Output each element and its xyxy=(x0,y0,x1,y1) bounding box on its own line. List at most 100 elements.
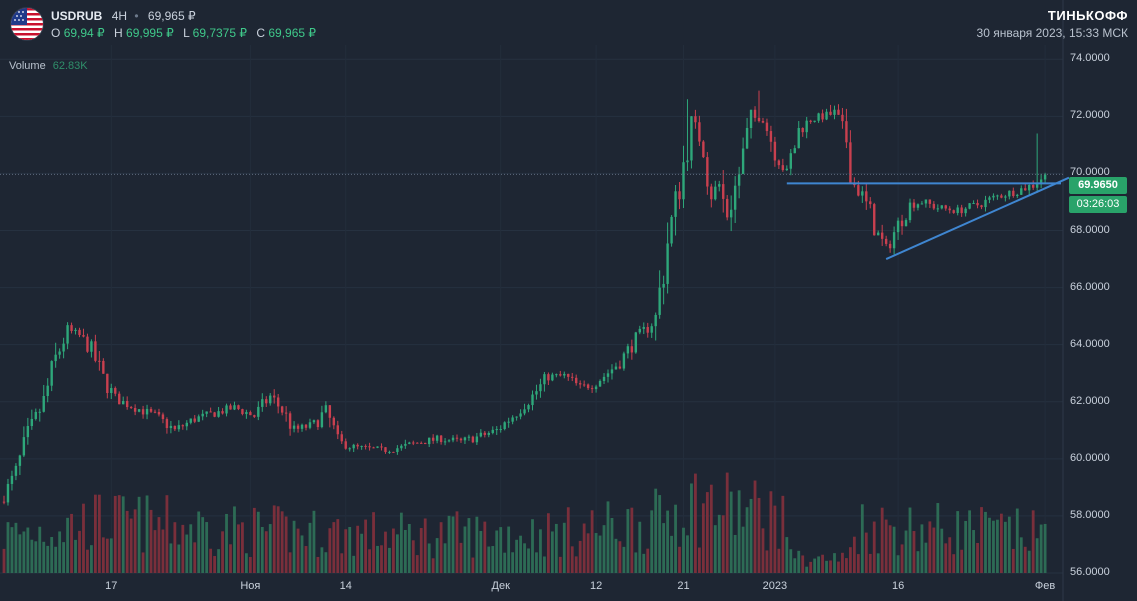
volume-bar xyxy=(499,527,503,573)
candle-body xyxy=(968,203,971,209)
volume-bar xyxy=(431,558,435,573)
candle-body xyxy=(523,409,526,414)
volume-bar xyxy=(841,552,844,573)
candle-body xyxy=(388,451,391,453)
volume-bar xyxy=(503,552,507,573)
volume-bar xyxy=(177,544,181,573)
candle-body xyxy=(316,420,320,428)
candle-body xyxy=(912,202,916,208)
volume-bar xyxy=(757,497,761,573)
volume-bar xyxy=(388,547,391,573)
volume-bar xyxy=(634,552,638,573)
volume-bar xyxy=(837,561,840,573)
volume-bar xyxy=(519,535,522,573)
symbol-row: USDRUB 4H • 69,965 ₽ xyxy=(51,9,196,23)
candle-body xyxy=(14,465,18,476)
volume-bar xyxy=(956,511,960,573)
candle-body xyxy=(114,388,117,394)
volume-bar xyxy=(948,537,952,573)
volume-bar xyxy=(546,513,550,573)
volume-bar xyxy=(455,511,459,573)
volume-bar xyxy=(801,555,805,573)
timeframe[interactable]: 4H xyxy=(111,9,128,23)
volume-bar xyxy=(1011,548,1015,573)
candle-body xyxy=(58,351,61,355)
candle-body xyxy=(638,328,641,333)
volume-bar xyxy=(292,520,296,573)
volume-bar xyxy=(264,531,268,573)
candle-body xyxy=(869,201,872,205)
volume-bar xyxy=(737,490,741,573)
volume-bar xyxy=(944,543,948,573)
candle-body xyxy=(706,157,709,187)
volume-bar xyxy=(900,544,904,573)
candle-body xyxy=(940,205,943,209)
candle-body xyxy=(443,441,447,443)
volume-bar xyxy=(527,548,530,573)
candle-body xyxy=(201,413,204,417)
volume-bar xyxy=(992,520,995,573)
candle-body xyxy=(658,287,661,315)
volume-bar xyxy=(550,531,554,573)
volume-bar xyxy=(288,552,292,573)
volume-bar xyxy=(252,507,256,573)
candle-body xyxy=(265,399,268,404)
x-tick-label: 21 xyxy=(677,580,690,592)
candle-body xyxy=(177,425,181,430)
volume-bar xyxy=(984,511,987,573)
volume-bar xyxy=(924,542,928,573)
y-tick-label: 68.0000 xyxy=(1070,223,1110,236)
candle-body xyxy=(920,203,924,205)
volume-bar xyxy=(845,558,848,573)
volume-bar xyxy=(610,517,614,573)
y-tick-label: 70.0000 xyxy=(1070,166,1110,179)
volume-bar xyxy=(960,549,964,573)
candle-body xyxy=(737,174,741,186)
volume-bar xyxy=(570,546,574,573)
volume-bar xyxy=(745,507,749,573)
x-tick-label: Ноя xyxy=(240,580,261,592)
candle-body xyxy=(884,238,888,244)
candle-body xyxy=(98,360,101,362)
candle-body xyxy=(757,117,761,122)
candle-body xyxy=(420,442,423,444)
candle-body xyxy=(165,419,169,429)
volume-bar xyxy=(324,552,328,573)
volume-bar xyxy=(384,531,387,573)
volume-bar xyxy=(70,513,73,573)
candle-body xyxy=(936,208,940,210)
candle-body xyxy=(956,207,959,213)
volume-bar xyxy=(686,535,689,573)
candle-body xyxy=(145,408,149,415)
volume-bar xyxy=(82,503,85,573)
volume-bar xyxy=(62,542,66,573)
candle-body xyxy=(54,354,57,362)
volume-bar xyxy=(268,524,272,573)
candle-body xyxy=(280,406,284,413)
candle-body xyxy=(38,411,41,413)
candle-body xyxy=(606,373,610,377)
candle-body xyxy=(368,446,371,448)
candle-body xyxy=(181,425,185,427)
low-label: L xyxy=(183,26,190,40)
candle-body xyxy=(1016,194,1019,197)
symbol-name[interactable]: USDRUB xyxy=(51,9,103,23)
candle-body xyxy=(26,426,30,438)
candle-body xyxy=(1031,184,1035,188)
candle-body xyxy=(86,336,89,352)
volume-bar xyxy=(543,556,546,573)
candle-body xyxy=(141,409,145,415)
candle-body xyxy=(515,416,518,418)
candle-body xyxy=(841,114,844,122)
volume-bar xyxy=(642,553,646,573)
candle-body xyxy=(952,210,955,213)
volume-bar xyxy=(817,556,821,573)
candle-body xyxy=(2,501,6,503)
candle-body xyxy=(877,232,880,236)
candle-body xyxy=(880,232,884,239)
volume-bar xyxy=(614,538,618,573)
candle-body xyxy=(694,116,697,123)
candle-body xyxy=(765,122,769,132)
candle-body xyxy=(360,445,363,447)
